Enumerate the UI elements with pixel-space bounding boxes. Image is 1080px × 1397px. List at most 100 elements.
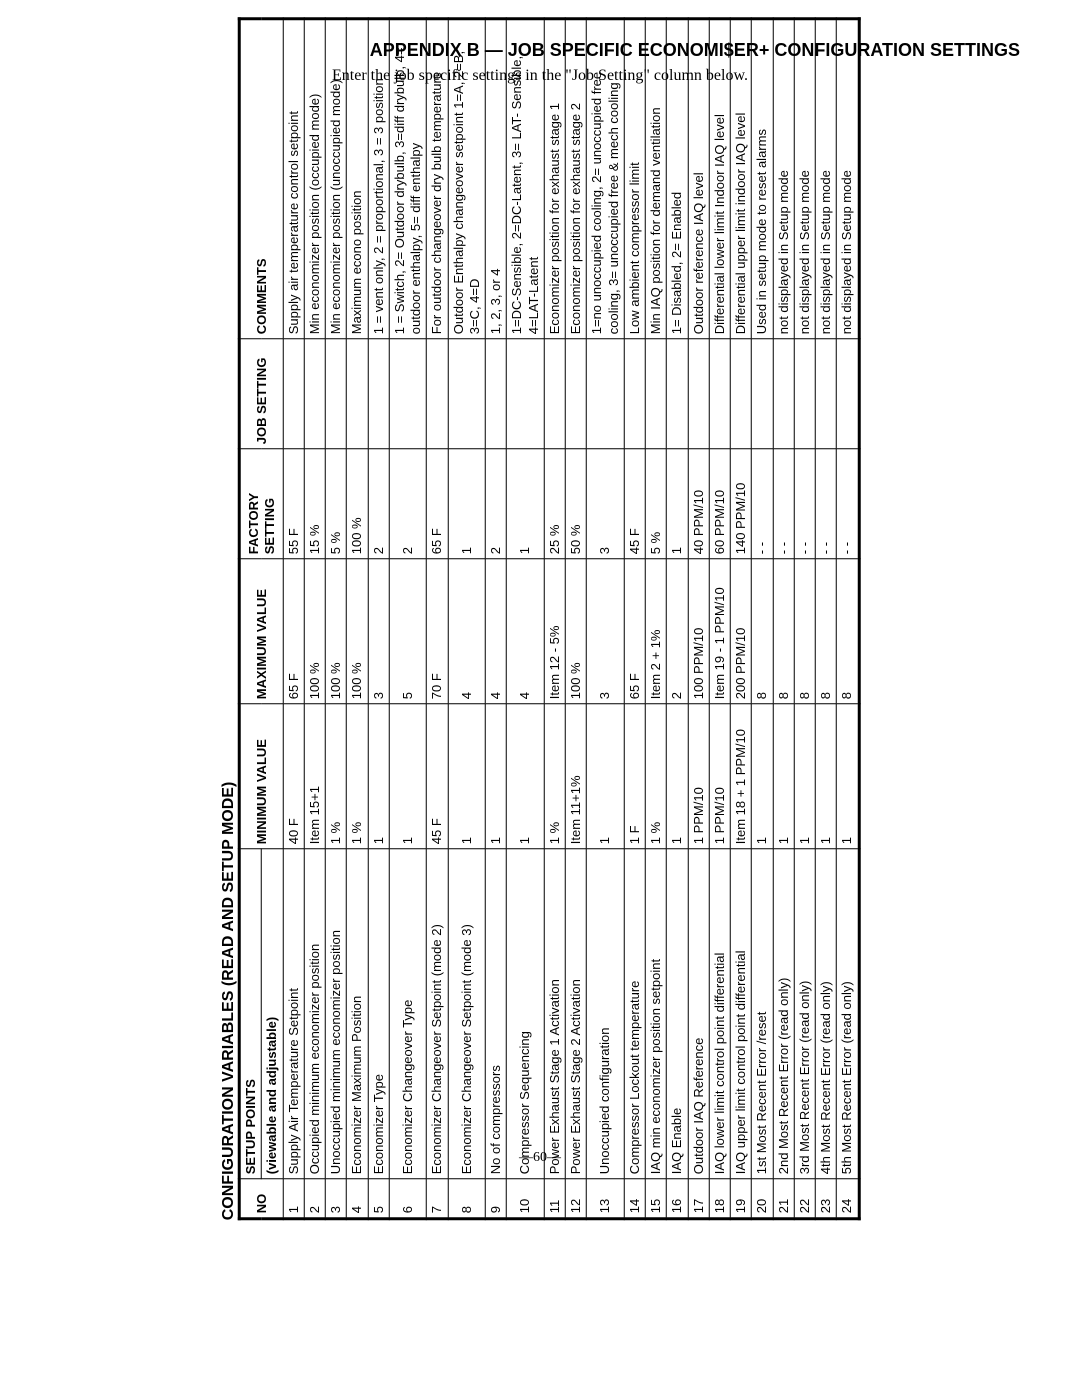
- cell-no: 1: [283, 1179, 304, 1219]
- cell-comments: 1= Disabled, 2= Enabled: [667, 19, 688, 339]
- cell-setup-point: Economizer Changeover Setpoint (mode 2): [427, 849, 448, 1179]
- cell-job: [368, 339, 389, 449]
- table-row: 2Occupied minimum economizer positionIte…: [304, 19, 325, 1219]
- cell-job: [837, 339, 859, 449]
- table-row: 6Economizer Changeover Type1521 = Switch…: [389, 19, 427, 1219]
- cell-setup-point: Economizer Maximum Position: [347, 849, 368, 1179]
- cell-min: 1: [667, 704, 688, 849]
- table-row: 5Economizer Type1321 = vent only, 2 = pr…: [368, 19, 389, 1219]
- cell-no: 22: [794, 1179, 815, 1219]
- cell-min: 1 %: [347, 704, 368, 849]
- cell-comments: Outdoor Enthalpy changeover setpoint 1=A…: [448, 19, 486, 339]
- col-comments: COMMENTS: [239, 19, 283, 339]
- cell-no: 10: [507, 1179, 545, 1219]
- table-row: 9No of compressors1421, 2, 3, or 4: [485, 19, 506, 1219]
- cell-no: 16: [667, 1179, 688, 1219]
- table-header-row: NO SETUP POINTS MINIMUM VALUE MAXIMUM VA…: [239, 19, 261, 1219]
- cell-max: 8: [794, 559, 815, 704]
- cell-min: 1 %: [544, 704, 565, 849]
- cell-comments: 1=DC-Sensible, 2=DC-Latent, 3= LAT- Sens…: [507, 19, 545, 339]
- cell-comments: not displayed in Setup mode: [773, 19, 794, 339]
- cell-factory: 1: [448, 449, 486, 559]
- cell-job: [325, 339, 346, 449]
- table-row: 245th Most Recent Error (read only)18- -…: [837, 19, 859, 1219]
- cell-setup-point: 1st Most Recent Error /reset: [752, 849, 773, 1179]
- cell-comments: Min economizer position (unoccupied mode…: [325, 19, 346, 339]
- cell-min: 1 F: [624, 704, 645, 849]
- cell-no: 24: [837, 1179, 859, 1219]
- cell-comments: 1 = vent only, 2 = proportional, 3 = 3 p…: [368, 19, 389, 339]
- cell-job: [709, 339, 730, 449]
- cell-factory: 55 F: [283, 449, 304, 559]
- cell-setup-point: IAQ Enable: [667, 849, 688, 1179]
- cell-min: 1: [837, 704, 859, 849]
- cell-max: 65 F: [283, 559, 304, 704]
- cell-job: [389, 339, 427, 449]
- col-factory: FACTORY SETTING: [239, 449, 283, 559]
- cell-max: Item 19 - 1 PPM/10: [709, 559, 730, 704]
- table-row: 4Economizer Maximum Position1 %100 %100 …: [347, 19, 368, 1219]
- cell-setup-point: IAQ lower limit control point differenti…: [709, 849, 730, 1179]
- cell-comments: not displayed in Setup mode: [794, 19, 815, 339]
- cell-comments: Economizer position for exhaust stage 1: [544, 19, 565, 339]
- cell-min: 1 PPM/10: [709, 704, 730, 849]
- cell-max: 4: [448, 559, 486, 704]
- table-row: 14Compressor Lockout temperature1 F65 F4…: [624, 19, 645, 1219]
- cell-no: 6: [389, 1179, 427, 1219]
- rotated-inner: CONFIGURATION VARIABLES (READ AND SETUP …: [220, 20, 861, 1220]
- col-setup-sub: (viewable and adjustable): [262, 849, 283, 1179]
- cell-comments: For outdoor changeover dry bulb temperat…: [427, 19, 448, 339]
- cell-setup-point: Unoccupied minimum economizer position: [325, 849, 346, 1179]
- cell-comments: Maximum econo position: [347, 19, 368, 339]
- cell-factory: 50 %: [565, 449, 586, 559]
- col-no: NO: [239, 1179, 283, 1219]
- cell-setup-point: Unoccupied configuration: [587, 849, 625, 1179]
- cell-factory: 40 PPM/10: [688, 449, 709, 559]
- cell-no: 13: [587, 1179, 625, 1219]
- col-max: MAXIMUM VALUE: [239, 559, 283, 704]
- cell-job: [815, 339, 836, 449]
- cell-setup-point: Outdoor IAQ Reference: [688, 849, 709, 1179]
- cell-no: 18: [709, 1179, 730, 1219]
- table-row: 8Economizer Changeover Setpoint (mode 3)…: [448, 19, 486, 1219]
- col-job: JOB SETTING: [239, 339, 283, 449]
- cell-no: 19: [730, 1179, 751, 1219]
- cell-job: [587, 339, 625, 449]
- cell-min: 1: [752, 704, 773, 849]
- cell-setup-point: Economizer Type: [368, 849, 389, 1179]
- cell-max: 8: [773, 559, 794, 704]
- cell-max: Item 12 - 5%: [544, 559, 565, 704]
- table-row: 234th Most Recent Error (read only)18- -…: [815, 19, 836, 1219]
- cell-max: 70 F: [427, 559, 448, 704]
- cell-max: 3: [587, 559, 625, 704]
- cell-comments: Economizer position for exhaust stage 2: [565, 19, 586, 339]
- cell-comments: 1, 2, 3, or 4: [485, 19, 506, 339]
- cell-job: [347, 339, 368, 449]
- cell-max: 2: [667, 559, 688, 704]
- cell-factory: 3: [587, 449, 625, 559]
- cell-job: [667, 339, 688, 449]
- table-row: 18IAQ lower limit control point differen…: [709, 19, 730, 1219]
- cell-setup-point: Supply Air Temperature Setpoint: [283, 849, 304, 1179]
- cell-job: [624, 339, 645, 449]
- cell-job: [730, 339, 751, 449]
- cell-min: 1: [794, 704, 815, 849]
- cell-max: 100 %: [565, 559, 586, 704]
- cell-comments: not displayed in Setup mode: [837, 19, 859, 339]
- cell-setup-point: 5th Most Recent Error (read only): [837, 849, 859, 1179]
- config-table: NO SETUP POINTS MINIMUM VALUE MAXIMUM VA…: [238, 17, 861, 1220]
- cell-setup-point: Occupied minimum economizer position: [304, 849, 325, 1179]
- table-row: 11Power Exhaust Stage 1 Activation1 %Ite…: [544, 19, 565, 1219]
- cell-factory: 5 %: [325, 449, 346, 559]
- cell-min: 1: [485, 704, 506, 849]
- cell-comments: not displayed in Setup mode: [815, 19, 836, 339]
- cell-max: 4: [507, 559, 545, 704]
- cell-max: 8: [815, 559, 836, 704]
- col-setup: SETUP POINTS: [239, 849, 261, 1179]
- cell-min: Item 18 + 1 PPM/10: [730, 704, 751, 849]
- cell-min: 1: [773, 704, 794, 849]
- cell-min: 1 PPM/10: [688, 704, 709, 849]
- cell-max: 100 PPM/10: [688, 559, 709, 704]
- cell-setup-point: Power Exhaust Stage 1 Activation: [544, 849, 565, 1179]
- cell-factory: - -: [752, 449, 773, 559]
